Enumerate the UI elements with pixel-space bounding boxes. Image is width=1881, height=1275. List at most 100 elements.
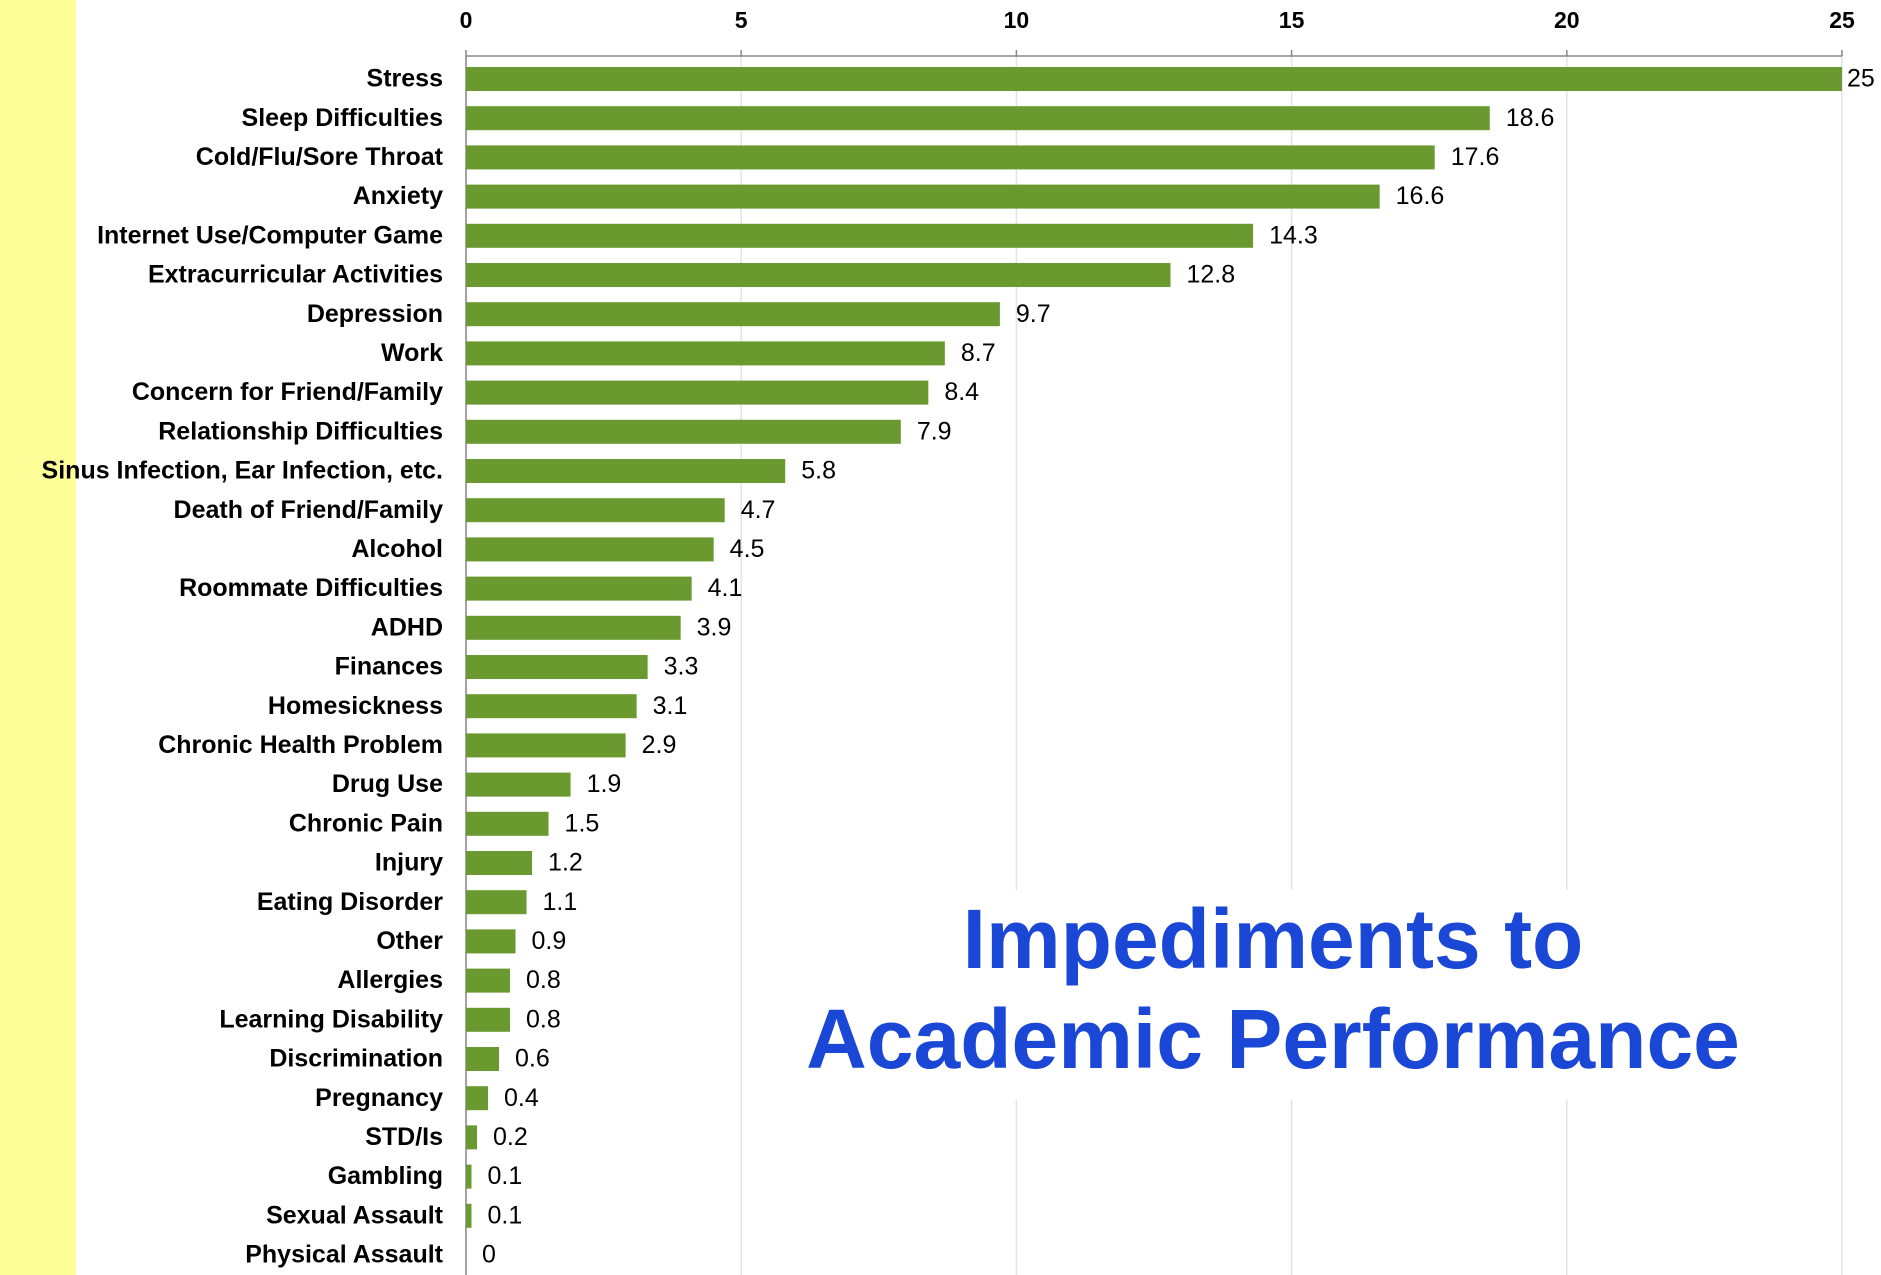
value-label: 0.9 [532, 927, 567, 955]
value-label: 0.1 [488, 1201, 523, 1229]
value-label: 1.1 [543, 888, 578, 916]
y-tick-label: Alcohol [351, 535, 443, 563]
value-label: 0.8 [526, 966, 561, 994]
bar [466, 890, 527, 915]
x-tick-label: 15 [1279, 7, 1305, 33]
y-tick-label: Chronic Health Problem [158, 731, 443, 759]
y-tick-label: Eating Disorder [257, 888, 443, 916]
bar [466, 380, 929, 405]
bar [466, 498, 725, 523]
y-tick-label: Physical Assault [245, 1241, 443, 1269]
bar [466, 223, 1254, 248]
bar [466, 302, 1000, 327]
y-tick-label: Death of Friend/Family [174, 496, 444, 524]
value-label: 4.1 [708, 574, 743, 602]
y-tick-label: Work [381, 339, 443, 367]
y-tick-label: Chronic Pain [289, 809, 443, 837]
bar [466, 1164, 472, 1189]
x-tick-label: 5 [735, 7, 748, 33]
bar [466, 968, 511, 993]
y-tick-label: Drug Use [332, 770, 443, 798]
bar [466, 733, 626, 758]
bar [466, 106, 1490, 131]
y-tick-label: Stress [367, 65, 443, 93]
bar [466, 655, 648, 679]
y-tick-label: Depression [307, 300, 443, 328]
value-label: 17.6 [1451, 143, 1500, 171]
bar [466, 145, 1435, 170]
y-tick-label: Concern for Friend/Family [132, 378, 443, 406]
bar [466, 459, 786, 483]
chart-title: Impediments to [963, 892, 1584, 986]
bar [466, 67, 1842, 91]
bar [466, 929, 516, 954]
y-tick-label: Anxiety [353, 182, 443, 210]
bar [466, 772, 571, 797]
value-label: 3.9 [697, 613, 732, 641]
value-label: 0.8 [526, 1005, 561, 1033]
value-label: 5.8 [801, 457, 836, 485]
value-label: 2.9 [642, 731, 677, 759]
value-label: 8.4 [944, 378, 979, 406]
value-label: 1.5 [565, 809, 600, 837]
bar [466, 1203, 472, 1228]
y-tick-label: STD/Is [365, 1123, 443, 1151]
value-label: 0.4 [504, 1084, 539, 1112]
bar [466, 263, 1171, 287]
y-tick-label: Other [376, 927, 443, 955]
x-tick-label: 10 [1004, 7, 1030, 33]
bar [466, 615, 681, 640]
y-tick-label: Sinus Infection, Ear Infection, etc. [42, 457, 443, 485]
value-label: 3.3 [664, 653, 699, 681]
value-label: 0.1 [488, 1162, 523, 1190]
bar [466, 1047, 500, 1071]
bar [466, 537, 714, 562]
value-label: 18.6 [1506, 104, 1555, 132]
x-tick-label: 25 [1829, 7, 1855, 33]
x-tick-label: 0 [460, 7, 473, 33]
value-label: 4.5 [730, 535, 765, 563]
y-tick-label: Injury [375, 849, 443, 877]
value-label: 3.1 [653, 692, 688, 720]
value-label: 1.9 [587, 770, 622, 798]
y-tick-label: Pregnancy [315, 1084, 443, 1112]
y-tick-label: ADHD [371, 613, 443, 641]
value-label: 0.6 [515, 1045, 550, 1073]
bar [466, 419, 901, 444]
y-tick-label: Extracurricular Activities [148, 261, 443, 289]
y-tick-label: Internet Use/Computer Game [97, 221, 443, 249]
y-tick-label: Learning Disability [219, 1005, 443, 1033]
value-label: 14.3 [1269, 221, 1318, 249]
y-tick-label: Homesickness [268, 692, 443, 720]
value-label: 1.2 [548, 849, 583, 877]
x-tick-label: 20 [1554, 7, 1580, 33]
y-tick-label: Relationship Difficulties [158, 417, 443, 445]
chart-title: Academic Performance [806, 992, 1740, 1086]
y-tick-label: Finances [335, 653, 443, 681]
bar [466, 184, 1380, 209]
value-label: 7.9 [917, 417, 952, 445]
bar [466, 1125, 478, 1150]
value-label: 0 [482, 1241, 496, 1269]
side-strip [0, 0, 76, 1275]
bar [466, 341, 945, 366]
value-label: 12.8 [1187, 261, 1236, 289]
value-label: 9.7 [1016, 300, 1051, 328]
bar [466, 851, 533, 875]
y-tick-label: Cold/Flu/Sore Throat [196, 143, 444, 171]
y-tick-label: Sleep Difficulties [242, 104, 443, 132]
bar [466, 576, 692, 601]
value-label: 8.7 [961, 339, 996, 367]
y-tick-label: Sexual Assault [266, 1201, 444, 1229]
y-tick-label: Gambling [328, 1162, 443, 1190]
value-label: 4.7 [741, 496, 776, 524]
bar [466, 1086, 489, 1111]
value-label: 16.6 [1396, 182, 1445, 210]
y-tick-label: Discrimination [269, 1045, 443, 1073]
bar [466, 1007, 511, 1032]
title-backdrop [780, 890, 1770, 1100]
bar [466, 811, 549, 836]
bar [466, 694, 637, 719]
value-label: 25 [1847, 65, 1875, 93]
